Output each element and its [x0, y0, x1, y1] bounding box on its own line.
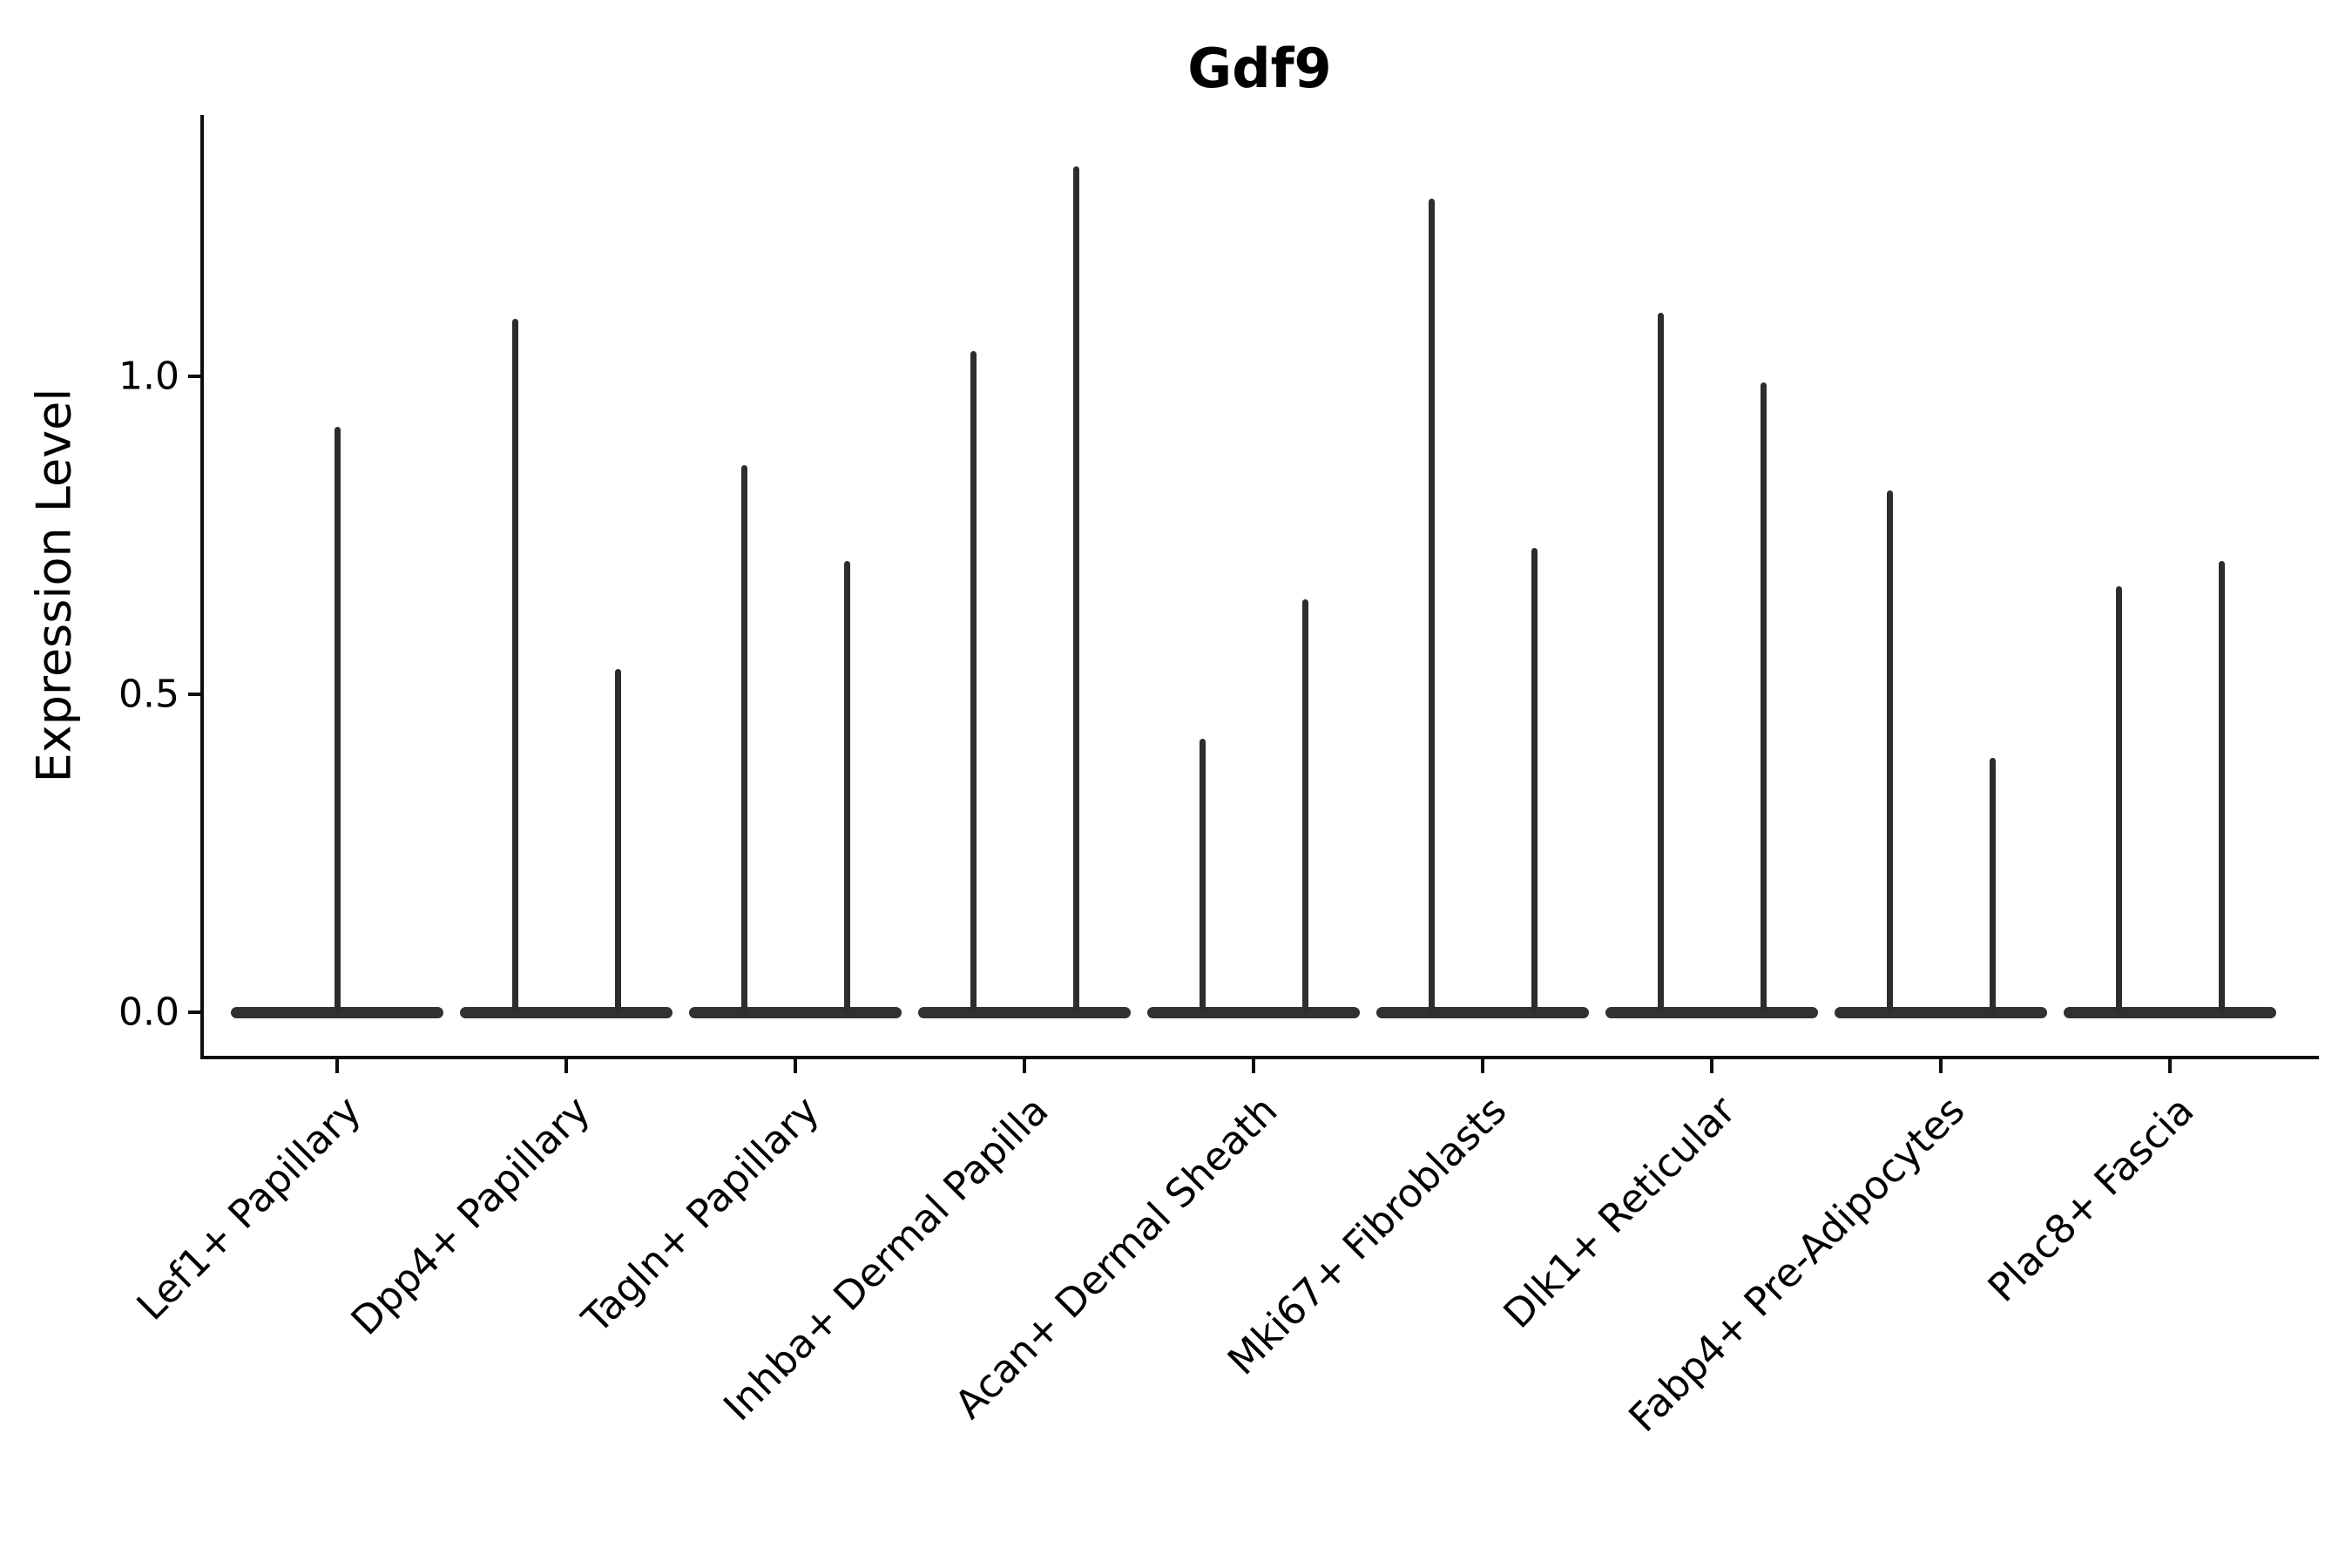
x-tick-label: Inhba+ Dermal Papilla: [714, 1087, 1058, 1430]
x-tick-label: Dpp4+ Papillary: [341, 1087, 599, 1344]
violin-spike: [334, 427, 341, 1012]
x-tick-mark: [1481, 1059, 1484, 1073]
violin-spike: [1199, 739, 1206, 1012]
violin-spike: [843, 560, 850, 1012]
x-tick-mark: [335, 1059, 339, 1073]
violin-spike: [740, 465, 747, 1012]
y-tick-label: 1.0: [118, 354, 179, 399]
y-axis-label: Expression Level: [26, 388, 82, 783]
x-tick-label: Fabp4+ Pre-Adipocytes: [1619, 1087, 1974, 1442]
x-tick-mark: [1710, 1059, 1713, 1073]
y-tick-mark: [188, 693, 200, 696]
violin-body: [1835, 1006, 2047, 1018]
violin-spike: [614, 668, 621, 1012]
violin-spike: [1886, 490, 1893, 1012]
violin-body: [1605, 1006, 1818, 1018]
violin-spike: [1428, 198, 1435, 1012]
violin-spike: [1989, 758, 1996, 1012]
violin-spike: [1531, 548, 1538, 1012]
violin-spike: [1301, 598, 1308, 1012]
x-tick-label: Dlk1+ Reticular: [1494, 1087, 1745, 1337]
violin-body: [1376, 1006, 1589, 1018]
violin-spike: [970, 350, 977, 1012]
x-tick-label: Mki67+ Fibroblasts: [1218, 1087, 1516, 1384]
violin-spike: [511, 319, 518, 1012]
violin-spike: [2115, 585, 2122, 1012]
y-axis-spine: [200, 115, 204, 1059]
violin-spike: [1760, 382, 1767, 1012]
violin-spike: [1072, 166, 1079, 1012]
violin-body: [918, 1006, 1131, 1018]
x-tick-mark: [1939, 1059, 1943, 1073]
y-tick-label: 0.0: [118, 990, 179, 1035]
x-axis-spine: [200, 1056, 2319, 1059]
x-tick-mark: [1023, 1059, 1026, 1073]
violin-body: [689, 1006, 902, 1018]
violin-body: [460, 1006, 672, 1018]
violin-spike: [2218, 560, 2225, 1012]
chart-title: Gdf9: [1187, 37, 1332, 100]
y-tick-label: 0.5: [118, 672, 179, 717]
x-tick-label: Acan+ Dermal Sheath: [945, 1087, 1287, 1428]
x-tick-mark: [564, 1059, 568, 1073]
x-tick-mark: [794, 1059, 797, 1073]
x-tick-mark: [2168, 1059, 2172, 1073]
violin-body: [2064, 1006, 2276, 1018]
violin-spike: [1657, 313, 1664, 1012]
violin-body: [1147, 1006, 1360, 1018]
x-tick-mark: [1252, 1059, 1255, 1073]
violin-body: [231, 1006, 443, 1018]
y-tick-mark: [188, 375, 200, 378]
x-tick-label: Tagln+ Papillary: [572, 1087, 828, 1342]
x-tick-label: Plac8+ Fascia: [1978, 1087, 2203, 1311]
y-tick-mark: [188, 1010, 200, 1014]
